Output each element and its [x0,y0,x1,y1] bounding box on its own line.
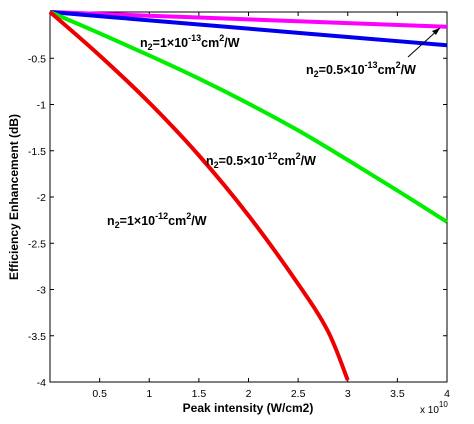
x-tick-label: 1.5 [192,388,207,400]
annotation-unit: cm [168,214,186,228]
annotation-sup: -13 [188,33,201,43]
series-line [49,10,448,48]
annotation-sup: -12 [265,151,278,161]
x-tick-label: 0.5 [92,388,107,400]
annotation-sub: 2 [115,220,120,230]
annotation-unit-sup: 2 [296,151,301,161]
y-tick-label: -0.5 [28,53,46,65]
y-tick-label: -1.5 [28,146,46,158]
ticks: 0.5 1 1.5 2 2.5 3 3.5 4 -0.5 -1 -1.5 -2 -2.5 -3 -3.5 -4 [28,12,450,400]
annotation-sub: 2 [214,160,219,170]
annotation-tail: /W [401,63,416,77]
y-tick-label: -2 [37,192,46,204]
annotation-base: n [107,214,115,228]
annotation-n2-1e-12: n2=1×10-12cm2/W [107,211,207,230]
series-line [49,10,449,224]
annotation-tail: /W [191,214,206,228]
y-tick-label: -3 [37,285,46,297]
y-tick-label: -1 [37,100,46,112]
x-axis-title: Peak intensity (W/cm2) [183,401,314,415]
annotation-sup: -13 [365,60,378,70]
arrow-head [432,28,440,35]
series-line [49,10,448,29]
series-group [48,10,449,381]
x-tick-label: 1 [146,388,152,400]
annotation-base: n [206,154,214,168]
annotation-unit-sup: 2 [219,33,224,43]
annotation-n2-1e-13: n2=1×10-13cm2/W [140,33,240,52]
annotation-n2-0.5e-12: n2=0.5×10-12cm2/W [206,151,316,170]
annotation-tail: /W [301,154,316,168]
annotation-base: n [140,36,148,50]
x-multiplier-base: x 10 [420,405,439,416]
y-tick-label: -4 [37,377,46,389]
annotation-tail: /W [224,36,239,50]
annotation-mid: =0.5×10 [319,63,365,77]
series-line [48,10,350,381]
annotation-unit: cm [378,63,396,77]
annotation-unit-sup: 2 [186,211,191,221]
x-tick-label: 2 [246,388,252,400]
y-tick-label: -2.5 [28,238,46,250]
x-tick-label: 3 [345,388,351,400]
annotation-mid: =1×10 [120,214,156,228]
annotation-base: n [306,63,314,77]
annotation-unit: cm [278,154,296,168]
x-tick-label: 2.5 [291,388,306,400]
x-multiplier-exp: 10 [439,400,448,409]
annotation-sub: 2 [148,42,153,52]
x-tick-label: 4 [444,388,450,400]
plot-area [49,11,448,383]
annotation-sub: 2 [314,69,319,79]
annotation-unit-sup: 2 [396,60,401,70]
annotation-n2-0.5e-13: n2=0.5×10-13cm2/W [306,60,416,79]
annotation-sup: -12 [155,211,168,221]
x-tick-label: 3.5 [390,388,405,400]
annotation-mid: =1×10 [153,36,189,50]
annotation-unit: cm [201,36,219,50]
y-tick-label: -3.5 [28,331,46,343]
annotation-mid: =0.5×10 [219,154,265,168]
x-multiplier-label: x 1010 [420,400,448,416]
y-axis-title: Efficiency Enhancement (dB) [7,114,21,280]
